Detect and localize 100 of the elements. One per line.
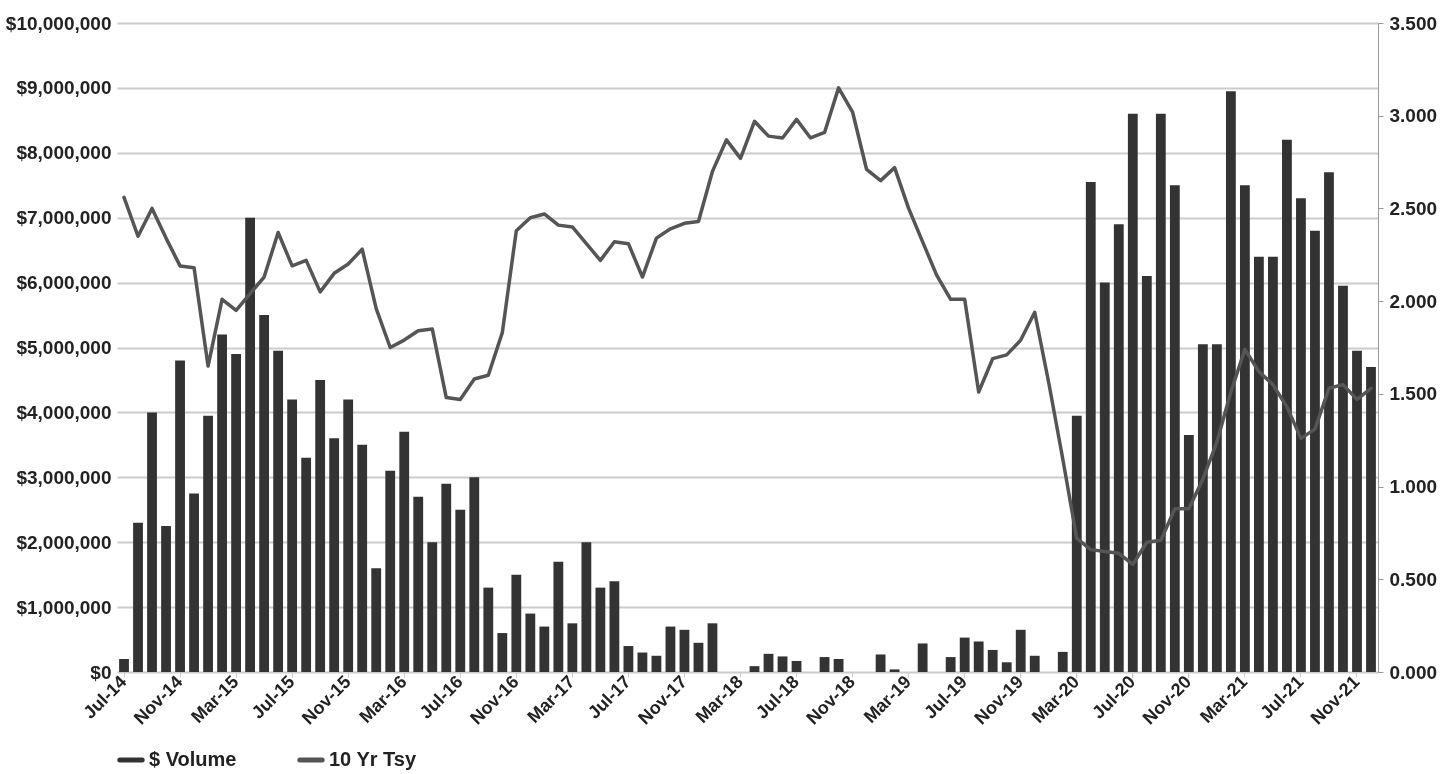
y-tick-label: $8,000,000: [16, 142, 112, 164]
bar: [1197, 344, 1208, 672]
y-tick-label: $5,000,000: [16, 337, 112, 358]
line-series: [122, 86, 1373, 567]
bar: [203, 415, 213, 672]
bar: [1211, 344, 1222, 672]
y-tick-label: $10,000,000: [5, 12, 112, 34]
bar: [441, 483, 452, 672]
y-tick-label: $4,000,000: [16, 401, 112, 423]
bar: [525, 613, 536, 672]
y-tick-label: $2,000,000: [16, 531, 112, 553]
bar: [1366, 366, 1376, 672]
bar: [595, 587, 606, 672]
y2-tick-label: 0.500: [1389, 568, 1438, 590]
bar: [581, 542, 592, 672]
bar: [875, 654, 886, 672]
bar: [917, 643, 928, 672]
bar: [539, 626, 550, 672]
y-tick-label: $1,000,000: [16, 596, 112, 618]
bar: [469, 477, 480, 672]
bar: [1085, 182, 1096, 672]
bar: [189, 493, 199, 672]
bar: [119, 659, 129, 672]
bar: [1015, 629, 1026, 672]
y2-tick-label: 2.000: [1389, 290, 1438, 312]
bar: [147, 412, 157, 672]
bar: [175, 360, 185, 672]
bar: [217, 334, 227, 672]
bar: [385, 470, 396, 672]
bar: [623, 646, 634, 672]
bar: [889, 669, 900, 672]
bar: [371, 568, 382, 672]
bar: [1324, 172, 1334, 672]
y2-tick-label: 2.500: [1389, 197, 1438, 219]
bar: [329, 438, 340, 672]
bar: [1352, 350, 1362, 672]
bar: [637, 652, 648, 672]
y-tick-label: $7,000,000: [16, 207, 112, 229]
bar: [301, 457, 312, 672]
y2-tick-label: 3.500: [1389, 12, 1438, 34]
bar: [245, 217, 256, 672]
bar: [1254, 256, 1264, 672]
bar: [315, 379, 326, 672]
bar: [1001, 662, 1012, 672]
y2-tick-label: 3.000: [1389, 105, 1438, 127]
bar: [1155, 113, 1166, 672]
bar: [273, 350, 284, 672]
bar: [973, 641, 984, 672]
bar: [1268, 256, 1278, 672]
bar: [833, 659, 844, 672]
bar: [1338, 285, 1348, 672]
bar: [259, 315, 270, 672]
y2-tick-label: 1.000: [1389, 476, 1438, 498]
y-tick-label: $3,000,000: [16, 466, 112, 488]
bar: [1057, 651, 1068, 672]
bar: [959, 637, 970, 672]
bar: [665, 626, 676, 672]
bar: [161, 525, 171, 672]
bar: [413, 496, 424, 672]
bar: [651, 655, 662, 672]
bar: [1071, 415, 1082, 672]
bar: [1225, 91, 1236, 672]
bar: [427, 542, 438, 672]
bar: [707, 623, 718, 672]
legend-label: 10 Yr Tsy: [329, 748, 417, 770]
bar: [231, 353, 241, 672]
bar: [1127, 113, 1138, 672]
bar: [567, 623, 578, 672]
legend-label: $ Volume: [149, 748, 237, 770]
bar: [749, 666, 760, 672]
bar: [945, 657, 956, 672]
bar: [133, 522, 143, 672]
bar: [679, 629, 690, 672]
bar: [1296, 198, 1306, 672]
y2-tick-label: 0.000: [1389, 661, 1438, 683]
bar: [1099, 282, 1110, 672]
bar: [497, 633, 508, 672]
bar: [1141, 276, 1152, 672]
bar: [483, 587, 494, 672]
bar: [511, 574, 522, 672]
bar: [399, 431, 410, 672]
bar: [819, 657, 830, 672]
y-tick-label: $9,000,000: [16, 77, 112, 99]
bar: [1310, 230, 1320, 672]
bar: [1239, 185, 1250, 672]
y2-tick-label: 1.500: [1389, 383, 1438, 405]
bar: [1113, 224, 1124, 672]
bar: [357, 444, 368, 672]
bar: [287, 399, 298, 672]
bar: [987, 649, 998, 672]
bar: [553, 561, 564, 672]
bar: [455, 509, 466, 672]
bar: [343, 399, 354, 672]
bar: [791, 660, 802, 672]
bar: [1169, 185, 1180, 672]
bar: [1282, 139, 1292, 672]
bar: [1029, 655, 1040, 672]
bar: [763, 653, 774, 672]
y-tick-label: $6,000,000: [16, 272, 112, 294]
bar: [1183, 435, 1194, 672]
